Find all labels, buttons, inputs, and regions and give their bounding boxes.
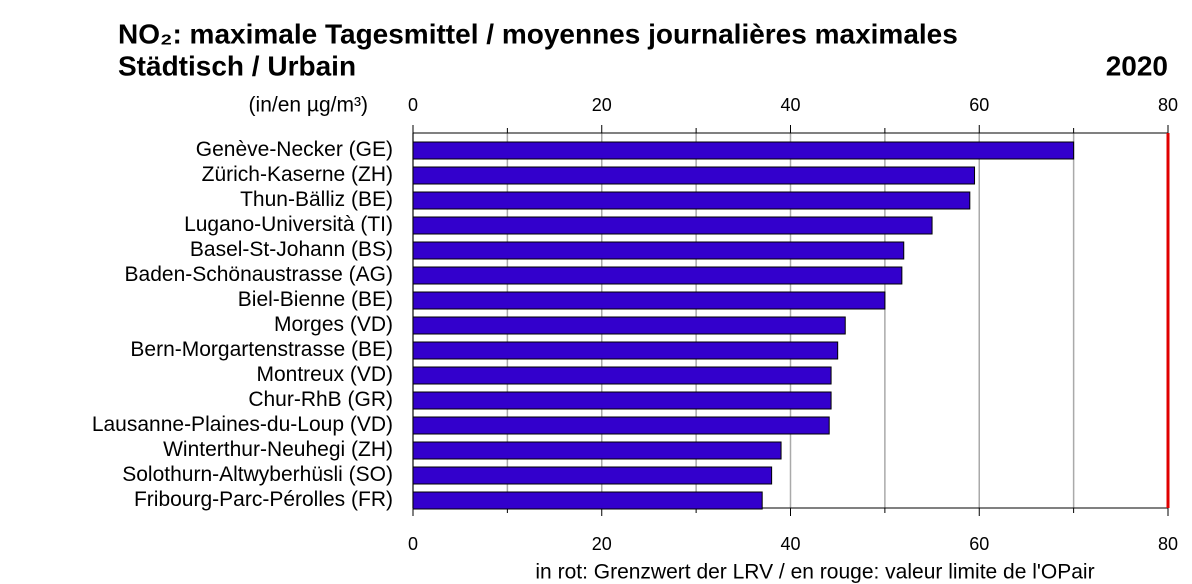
bar [412,416,830,435]
bar [412,191,971,210]
bar [412,491,763,510]
y-tick-label: Fribourg-Parc-Pérolles (FR) [134,488,393,511]
y-tick-label: Basel-St-Johann (BS) [190,238,393,261]
bar [412,341,839,360]
chart-subtitle: Städtisch / Urbain [118,50,356,81]
x-tick-label: 20 [592,95,612,115]
y-tick-label: Morges (VD) [274,313,393,336]
x-tick-label: 80 [1158,95,1178,115]
note: in rot: Grenzwert der LRV / en rouge: va… [535,561,1094,584]
bar [412,216,933,235]
bar [412,391,832,410]
y-tick-label: Zürich-Kaserne (ZH) [202,163,393,186]
y-tick-label: Winterthur-Neuhegi (ZH) [163,438,393,461]
y-tick-label: Lugano-Università (TI) [184,213,393,236]
bar [412,316,846,335]
bar [412,291,886,310]
y-tick-label: Biel-Bienne (BE) [238,288,393,311]
bar [412,366,832,385]
x-tick-label: 80 [1158,534,1178,554]
y-tick-label: Thun-Bälliz (BE) [240,188,393,211]
y-tick-label: Lausanne-Plaines-du-Loup (VD) [92,413,393,436]
axis-label: (in/en µg/m³) [249,94,368,117]
y-tick-label: Bern-Morgartenstrasse (BE) [130,338,393,361]
x-tick-label: 0 [408,534,418,554]
x-tick-label: 20 [592,534,612,554]
y-tick-label: Chur-RhB (GR) [248,388,393,411]
bar [412,266,903,285]
y-tick-label: Genève-Necker (GE) [196,138,393,161]
bar [412,441,782,460]
x-tick-label: 0 [408,95,418,115]
y-tick-label: Solothurn-Altwyberhüsli (SO) [122,463,393,486]
bar [412,241,905,260]
bar [412,466,773,485]
y-tick-label: Montreux (VD) [256,363,393,386]
x-tick-label: 40 [780,95,800,115]
bar [412,141,1075,160]
x-tick-label: 60 [969,95,989,115]
chart-title: NO₂: maximale Tagesmittel / moyennes jou… [118,18,958,49]
bar [412,166,976,185]
year: 2020 [1106,50,1168,81]
x-tick-label: 60 [969,534,989,554]
x-tick-label: 40 [780,534,800,554]
y-tick-label: Baden-Schönaustrasse (AG) [125,263,393,286]
